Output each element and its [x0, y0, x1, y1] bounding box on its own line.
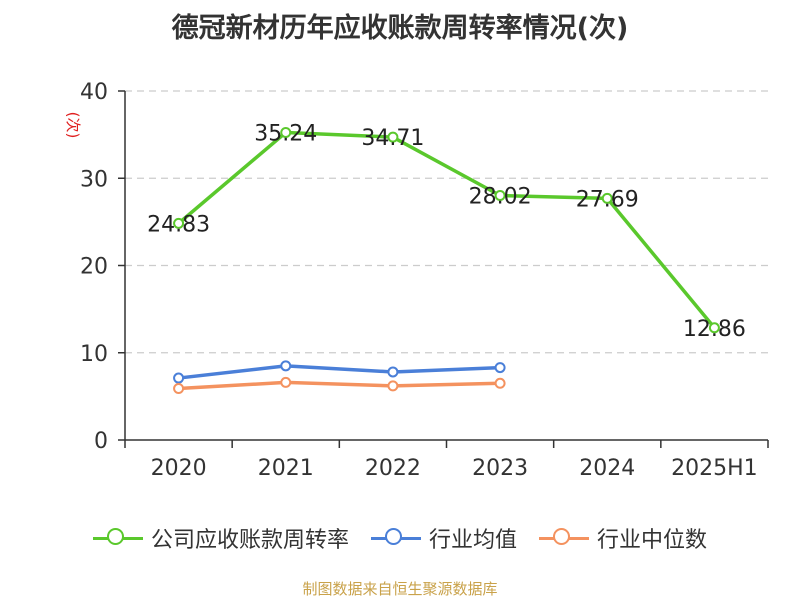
data-labels: 24.83 35.24 34.71 28.02 27.69 12.86 — [147, 122, 746, 342]
axes: 0 10 20 30 40 (次) 2020 2021 2022 2023 2024 2025H1 — [64, 80, 769, 481]
grid-lines — [125, 90, 768, 354]
x-tick-label: 2021 — [258, 456, 314, 481]
legend-marker-icon — [539, 527, 589, 545]
legend-dot-icon — [106, 527, 124, 545]
data-point — [494, 190, 506, 202]
data-point — [494, 362, 506, 374]
data-label: 28.02 — [469, 185, 532, 210]
x-tick-label: 2025H1 — [671, 456, 758, 481]
y-tick-label: 0 — [94, 429, 108, 454]
x-tick-label: 2024 — [579, 456, 635, 481]
data-label: 12.86 — [683, 317, 746, 342]
data-point — [173, 217, 185, 229]
data-label: 27.69 — [576, 187, 639, 212]
data-point — [173, 372, 185, 384]
series — [173, 127, 720, 395]
data-point — [708, 322, 720, 334]
data-label: 35.24 — [254, 122, 317, 147]
y-tick-label: 20 — [80, 255, 108, 280]
data-point — [280, 127, 292, 139]
legend: 公司应收账款周转率 行业均值 行业中位数 — [0, 520, 800, 556]
x-tick-label: 2020 — [151, 456, 207, 481]
data-point — [280, 376, 292, 388]
data-point — [601, 192, 613, 204]
series-line — [178, 364, 501, 380]
x-tick-label: 2022 — [365, 456, 421, 481]
data-point — [387, 380, 399, 392]
data-point — [387, 366, 399, 378]
y-axis-label: (次) — [64, 112, 82, 139]
data-label: 34.71 — [361, 126, 424, 151]
data-point — [494, 377, 506, 389]
legend-label: 公司应收账款周转率 — [150, 528, 349, 553]
y-tick-label: 40 — [80, 80, 108, 105]
legend-item[interactable]: 公司应收账款周转率 — [92, 522, 349, 554]
series-line — [178, 380, 501, 391]
series-line — [177, 130, 716, 329]
data-point — [280, 360, 292, 372]
legend-label: 行业中位数 — [597, 528, 708, 553]
x-tick-label: 2023 — [472, 456, 528, 481]
legend-dot-icon — [384, 527, 402, 545]
legend-marker-icon — [370, 527, 421, 545]
y-tick-label: 10 — [80, 342, 108, 367]
y-tick-label: 30 — [80, 167, 108, 192]
data-point — [173, 383, 185, 395]
legend-dot-icon — [553, 527, 570, 545]
legend-item[interactable]: 行业中位数 — [539, 522, 707, 554]
data-point — [387, 131, 399, 143]
chart-title: 德冠新材历年应收账款周转率情况(次) — [171, 13, 629, 44]
legend-label: 行业均值 — [428, 528, 517, 553]
data-label: 24.83 — [147, 212, 210, 237]
legend-marker-icon — [92, 527, 143, 545]
source-note: 制图数据来自恒生聚源数据库 — [302, 580, 498, 598]
legend-item[interactable]: 行业均值 — [370, 522, 517, 554]
